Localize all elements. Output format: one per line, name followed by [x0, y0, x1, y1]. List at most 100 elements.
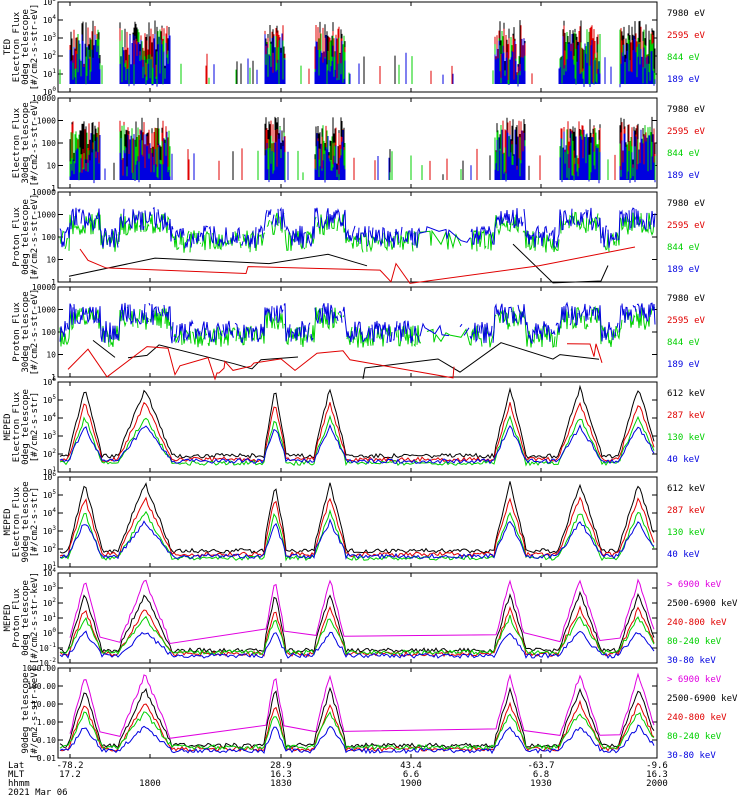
ylabel-line: 0deg telescope [21, 580, 31, 656]
ytick-label: 10 [46, 162, 56, 171]
time-tick-hhmm: 1830 [270, 779, 292, 789]
ylabel-line: 90deg telescope [21, 672, 31, 753]
ytick-label: 104 [43, 14, 57, 25]
legend-entry: 287 keV [667, 506, 706, 516]
legend-entry: 80-240 keV [667, 637, 722, 647]
time-tick-lat: -63.7 [527, 761, 554, 771]
legend-entry: 30-80 keV [667, 656, 716, 666]
time-tick-mlt: 16.3 [270, 770, 292, 780]
flux-trace [59, 518, 655, 560]
flux-trace [68, 344, 611, 379]
legend-entry: 2595 eV [667, 316, 706, 326]
flux-trace [59, 590, 655, 654]
ytick-label: 102 [43, 543, 57, 554]
panel-5: 101 102 103 104 105 106 MEPED Electron Flux 0deg… [3, 376, 706, 477]
ylabel-line: 90deg telescope [21, 481, 31, 562]
ytick-label: 103 [43, 32, 57, 43]
ytick-label: 103 [43, 525, 57, 536]
ylabel-line: [#/cm2-s-str-keV] [30, 572, 40, 664]
ylabel-line: Proton Flux [12, 302, 22, 362]
legend-entry: 40 keV [667, 550, 700, 560]
ytick-label: 1000.00 [22, 664, 56, 673]
time-tick-lat: -78.2 [56, 761, 83, 771]
legend-entry: 612 keV [667, 484, 706, 494]
legend-entry: 844 eV [667, 243, 700, 253]
ytick-label: 101 [43, 612, 57, 623]
ytick-label: 105 [43, 489, 57, 500]
ytick-label: 104 [43, 567, 57, 578]
legend-entry: 7980 eV [667, 105, 706, 115]
flux-trace [69, 129, 656, 184]
ytick-label: 106 [43, 471, 57, 482]
legend-entry: 130 keV [667, 528, 706, 538]
panel-2: 1 10 100 1000 10000 Electron Flux 30deg telesc… [12, 94, 706, 193]
legend-entry: 2500-6900 keV [667, 694, 738, 704]
lat-row-label: Lat [8, 761, 24, 771]
ytick-label: 100 [43, 86, 57, 97]
ytick-label: 10 [46, 256, 56, 265]
ytick-label: 10 [46, 351, 56, 360]
ytick-label: 1000 [37, 117, 56, 126]
ylabel-line: Electron Flux [12, 391, 22, 462]
ytick-label: 0.10 [37, 736, 56, 745]
ytick-label: 1 [51, 278, 56, 287]
flux-trace [59, 614, 655, 656]
flux-trace [59, 496, 655, 559]
time-tick-lat: 28.9 [270, 761, 292, 771]
flux-trace [59, 724, 655, 755]
time-tick-mlt: 6.8 [533, 770, 549, 780]
legend-entry: 80-240 keV [667, 732, 722, 742]
legend-entry: 240-800 keV [667, 713, 727, 723]
ytick-label: 1 [51, 184, 56, 193]
flux-trace [59, 401, 655, 463]
ylabel-line: [#/cm2-s-str] [30, 392, 40, 462]
flux-trace [69, 578, 655, 645]
ytick-label: 106 [43, 376, 57, 387]
ylabel-line: 0deg telescope [21, 199, 31, 275]
ytick-label: 102 [43, 597, 57, 608]
legend-entry: 189 eV [667, 360, 700, 370]
ytick-label: 100.00 [27, 682, 56, 691]
date-label: 2021 Mar 06 [8, 788, 68, 798]
panel-frame [57, 381, 658, 473]
ylabel-line: Electron Flux [12, 11, 22, 82]
ytick-label: 105 [43, 0, 57, 7]
ytick-label: 1000 [37, 211, 56, 220]
ytick-label: 102 [43, 448, 57, 459]
time-tick-mlt: 16.3 [646, 770, 668, 780]
flux-trace [79, 246, 636, 284]
ylabel-line: 0deg telescope [21, 389, 31, 465]
ytick-label: 101 [43, 466, 57, 477]
ytick-label: 104 [43, 507, 57, 518]
flux-trace [68, 243, 609, 284]
flux-trace [59, 711, 655, 751]
ytick-label: 104 [43, 412, 57, 423]
legend-entry: 844 eV [667, 149, 700, 159]
ytick-label: 103 [43, 430, 57, 441]
flux-trace [59, 630, 655, 659]
ytick-label: 1.00 [37, 718, 56, 727]
ytick-label: 1000 [37, 306, 56, 315]
ytick-label: 10-1 [39, 642, 56, 653]
ytick-label: 1 [51, 373, 56, 382]
flux-trace [59, 414, 655, 467]
panel-frame [57, 1, 658, 93]
ylabel-line: [#/cm2-s-str-keV] [30, 667, 40, 759]
ylabel-line: MEPED [3, 413, 13, 440]
ytick-label: 100 [43, 627, 57, 638]
flux-trace [59, 481, 655, 555]
time-axis: Lat MLT hhmm 2021 Mar 06 -78.217.2 1800 28… [8, 761, 668, 798]
mlt-row-label: MLT [8, 770, 25, 780]
ylabel-line: [#/cm2-s-str-eV] [30, 194, 40, 281]
ytick-label: 10000 [32, 188, 56, 197]
flux-trace [59, 423, 655, 465]
legend-entry: 240-800 keV [667, 618, 727, 628]
ylabel-line: TED [3, 39, 13, 55]
flux-trace [59, 384, 655, 460]
hhmm-row-label: hhmm [8, 779, 30, 789]
ylabel-line: MEPED [3, 604, 13, 631]
time-tick-mlt: 6.6 [403, 770, 419, 780]
